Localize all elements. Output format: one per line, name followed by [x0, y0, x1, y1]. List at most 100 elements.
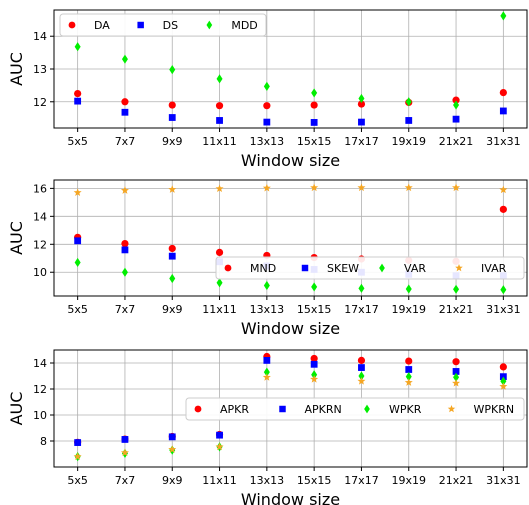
series-ds: [74, 97, 507, 126]
y-axis-label: AUC: [7, 52, 26, 86]
legend-marker: [379, 263, 385, 273]
x-tick-label: 21x21: [439, 135, 474, 148]
chart-panel-1: 12 13 14 5x5 7x7 9x9 11x11 13x13 15x15 17x17 19x19…: [7, 9, 528, 170]
series-ivar: [73, 183, 508, 196]
data-point: [357, 377, 366, 385]
data-point: [405, 117, 413, 124]
x-tick-label: 17x17: [344, 474, 379, 487]
x-tick-label: 11x11: [202, 303, 237, 316]
data-point: [121, 436, 129, 443]
y-tick-label: 12: [33, 383, 47, 396]
data-point: [452, 358, 460, 366]
legend-label: MND: [250, 262, 276, 275]
x-tick-label: 5x5: [67, 135, 88, 148]
data-point: [499, 107, 507, 115]
data-point: [215, 442, 224, 451]
y-tick-label: 13: [33, 63, 47, 76]
x-tick-label: 21x21: [439, 474, 474, 487]
data-point: [262, 183, 271, 192]
data-point: [358, 364, 365, 371]
legend-marker: [137, 21, 144, 29]
data-point: [215, 248, 224, 256]
x-axis-label: Window size: [241, 151, 340, 170]
x-tick-label: 7x7: [115, 474, 136, 487]
legend-label: VAR: [404, 262, 426, 275]
data-point: [357, 183, 366, 192]
data-point: [263, 357, 271, 364]
data-point: [452, 96, 460, 104]
data-point: [73, 188, 82, 196]
legend-label: APKR: [220, 403, 249, 416]
data-point: [215, 184, 224, 193]
x-tick-label: 19x19: [391, 303, 426, 316]
x-tick-label: 11x11: [202, 474, 237, 487]
legend-box: [59, 13, 267, 37]
data-point: [74, 89, 82, 98]
data-point: [311, 88, 318, 98]
y-tick-label: 14: [33, 357, 47, 370]
data-point: [121, 239, 129, 248]
data-point: [73, 452, 82, 460]
data-point: [357, 100, 366, 108]
data-point: [310, 354, 318, 363]
data-point: [499, 205, 507, 213]
y-axis-label: AUC: [7, 221, 26, 255]
x-tick-label: 11x11: [202, 135, 237, 148]
data-point: [453, 372, 460, 382]
series-wpkrn: [73, 373, 508, 460]
data-point: [499, 363, 507, 371]
data-point: [121, 246, 129, 254]
data-point: [452, 378, 461, 387]
legend-label: SKEW: [327, 262, 359, 275]
y-tick-label: 12: [33, 238, 47, 251]
x-tick-label: 17x17: [344, 135, 379, 148]
data-point: [405, 372, 412, 382]
data-point: [74, 439, 82, 446]
x-tick-label: 15x15: [297, 474, 332, 487]
legend-marker: [206, 20, 213, 30]
data-point: [310, 375, 319, 383]
data-point: [168, 101, 176, 109]
x-tick-label: 31x31: [486, 303, 521, 316]
x-tick-label: 19x19: [391, 474, 426, 487]
data-point: [74, 237, 82, 245]
legend-label: APKRN: [305, 403, 342, 416]
x-tick-label: 13x13: [250, 135, 285, 148]
x-tick-label: 31x31: [486, 135, 521, 148]
series-mnd: [74, 205, 507, 265]
x-axis-label: Window size: [241, 490, 340, 505]
legend-marker: [301, 264, 309, 272]
data-point: [499, 185, 508, 194]
legend-marker: [194, 405, 202, 413]
y-tick-label: 16: [33, 182, 47, 195]
data-point: [168, 244, 176, 253]
x-tick-label: 7x7: [115, 303, 136, 316]
data-point: [499, 382, 508, 390]
data-point: [263, 118, 271, 126]
y-tick-label: 12: [33, 96, 47, 109]
plot-frame: [53, 179, 528, 297]
legend-label: DS: [163, 19, 178, 32]
x-tick-label: 21x21: [439, 303, 474, 316]
data-point: [216, 74, 223, 84]
data-point: [169, 273, 176, 284]
data-point: [263, 81, 270, 91]
data-point: [452, 368, 460, 375]
data-point: [405, 97, 412, 107]
data-point: [120, 448, 129, 457]
legend-marker: [447, 405, 456, 413]
legend-box: [185, 397, 525, 421]
legend-marker: [279, 405, 286, 413]
data-point: [453, 284, 460, 294]
data-point: [168, 445, 177, 453]
legend-marker: [455, 264, 463, 272]
data-point: [358, 283, 365, 293]
x-tick-label: 9x9: [162, 135, 183, 148]
data-point: [216, 431, 223, 439]
data-point: [357, 356, 366, 364]
data-point: [121, 108, 129, 116]
data-point: [311, 282, 318, 292]
data-point: [168, 252, 176, 260]
data-point: [358, 93, 365, 104]
